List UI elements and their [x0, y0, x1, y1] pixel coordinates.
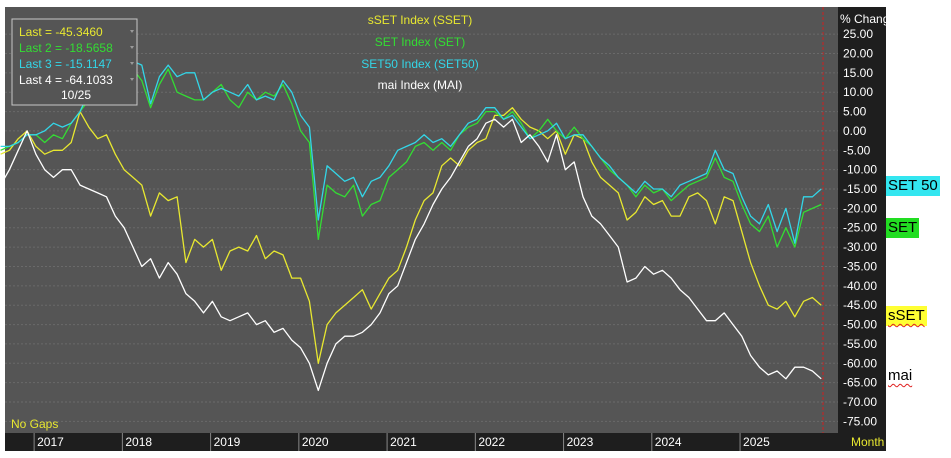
y-tick-label: -35.00 [843, 259, 877, 273]
no-gaps-label: No Gaps [11, 417, 58, 431]
series-titles: sSET Index (SSET) SET Index (SET) SET50 In… [361, 13, 478, 92]
y-tick-label: -10.00 [843, 163, 877, 177]
legend-date: 10/25 [61, 88, 91, 102]
legend-caret-icon [130, 78, 134, 81]
legend-entries: Last = -45.3460 Last 2 = -18.5658 Last 3 =… [19, 25, 134, 87]
x-tick-label: 2020 [302, 435, 329, 449]
series-title: SET50 Index (SET50) [361, 57, 478, 71]
y-tick-label: -65.00 [843, 376, 877, 390]
y-tick-label: -50.00 [843, 318, 877, 332]
y-tick-label: 20.00 [843, 46, 873, 60]
y-tick-label: 25.00 [843, 27, 873, 41]
plot-background [5, 7, 838, 433]
gridlines [5, 33, 838, 422]
legend-entry: Last 2 = -18.5658 [19, 41, 113, 55]
legend-box: Last = -45.3460 Last 2 = -18.5658 Last 3 =… [11, 18, 138, 106]
x-tick-label: 2025 [743, 435, 770, 449]
y-tick-label: -30.00 [843, 240, 877, 254]
legend-caret-icon [130, 46, 134, 49]
y-tick-label: -15.00 [843, 182, 877, 196]
x-axis-panel [5, 433, 886, 451]
x-axis-title: Month [851, 435, 884, 449]
y-tick-label: -60.00 [843, 356, 877, 370]
series-line-3 [0, 118, 822, 392]
y-axis-title: % Change [840, 12, 896, 26]
x-tick-label: 2022 [478, 435, 505, 449]
series-title: SET Index (SET) [375, 35, 465, 49]
legend-frame [11, 18, 138, 106]
y-tick-label: -55.00 [843, 337, 877, 351]
legend-entry: Last 3 = -15.1147 [19, 57, 112, 71]
y-tick-label: 5.00 [843, 105, 867, 119]
x-axis-ticks: 2017 2018 2019 2020 2021 2022 2023 2024 2025 [33, 433, 770, 451]
side-label: mai [886, 366, 915, 386]
side-label: sSET [886, 306, 927, 326]
x-tick-label: 2024 [655, 435, 682, 449]
y-axis-panel [838, 7, 886, 433]
y-tick-label: -20.00 [843, 201, 877, 215]
y-tick-label: 0.00 [843, 124, 867, 138]
legend-entry: Last 4 = -64.1033 [19, 73, 113, 87]
series-line-0 [0, 107, 822, 364]
y-tick-label: 15.00 [843, 66, 873, 80]
y-tick-label: 10.00 [843, 85, 873, 99]
y-tick-label: -40.00 [843, 279, 877, 293]
y-tick-label: -5.00 [843, 143, 871, 157]
x-tick-label: 2017 [37, 435, 64, 449]
y-tick-label: -75.00 [843, 414, 877, 428]
legend-caret-icon [130, 30, 134, 33]
y-tick-label: -45.00 [843, 298, 877, 312]
x-tick-label: 2019 [214, 435, 241, 449]
y-tick-label: -70.00 [843, 395, 877, 409]
legend-caret-icon [130, 62, 134, 65]
legend-entry: Last = -45.3460 [19, 25, 103, 39]
x-tick-label: 2021 [390, 435, 417, 449]
y-tick-label: -25.00 [843, 221, 877, 235]
x-tick-label: 2023 [567, 435, 594, 449]
x-tick-label: 2018 [125, 435, 152, 449]
series-title: mai Index (MAI) [378, 78, 463, 92]
series-title: sSET Index (SSET) [368, 13, 472, 27]
side-label: SET 50 [886, 176, 940, 196]
side-label: SET [886, 218, 920, 238]
y-axis-ticks: 25.00 20.00 15.00 10.00 5.00 0.00 -5.00 -10.00 -… [843, 27, 877, 428]
